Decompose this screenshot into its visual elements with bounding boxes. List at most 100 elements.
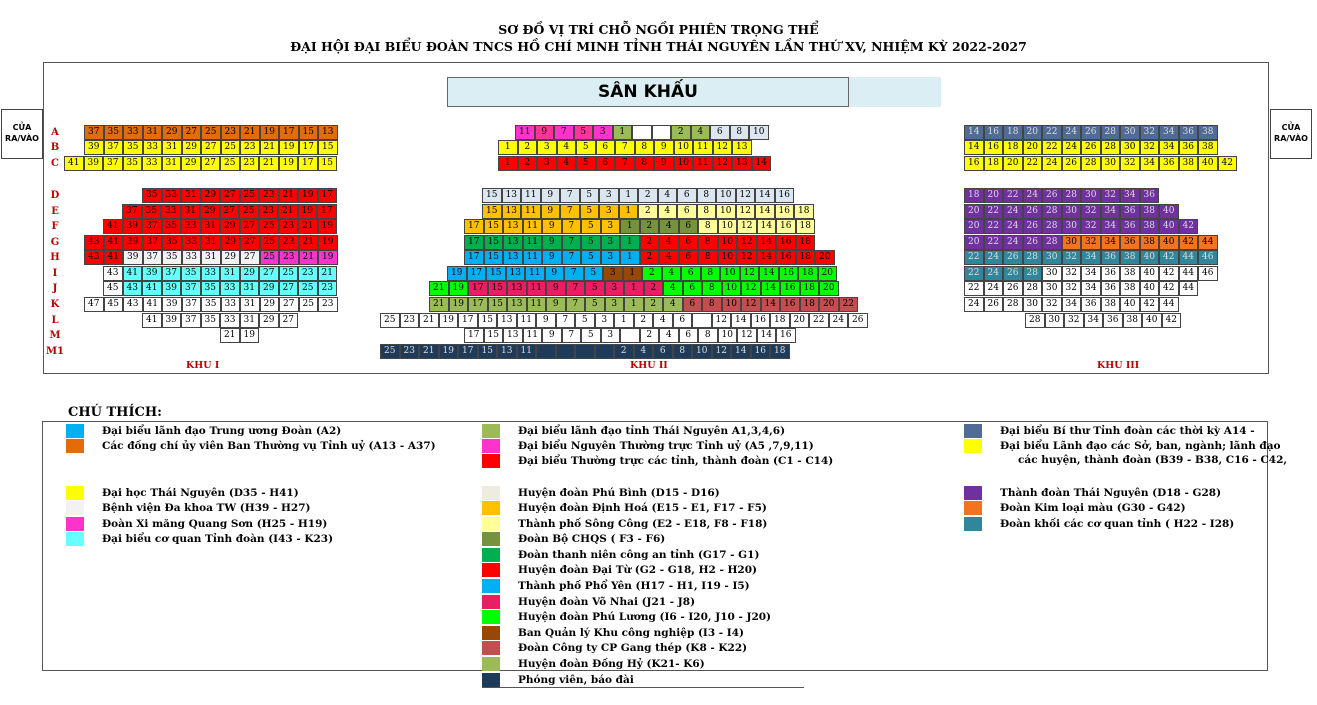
seat[interactable]: 23 bbox=[278, 219, 298, 234]
seat[interactable]: 16 bbox=[750, 313, 770, 328]
seat[interactable]: 20 bbox=[815, 250, 835, 265]
seat[interactable]: 40 bbox=[1139, 266, 1159, 281]
seat[interactable]: 18 bbox=[770, 313, 790, 328]
seat[interactable]: 7 bbox=[561, 250, 581, 265]
seat[interactable]: 30 bbox=[1042, 250, 1062, 265]
seat[interactable]: 25 bbox=[278, 266, 298, 281]
seat[interactable]: 10 bbox=[721, 297, 741, 312]
seat[interactable]: 5 bbox=[581, 219, 601, 234]
seat[interactable]: 25 bbox=[298, 281, 318, 296]
seat[interactable]: 21 bbox=[317, 266, 337, 281]
seat[interactable]: 1 bbox=[498, 156, 518, 171]
seat[interactable]: 16 bbox=[778, 266, 798, 281]
seat[interactable]: 35 bbox=[123, 140, 143, 155]
seat[interactable]: 37 bbox=[103, 140, 123, 155]
seat[interactable]: 32 bbox=[1081, 235, 1101, 250]
seat[interactable]: 18 bbox=[799, 281, 819, 296]
seat[interactable]: 1 bbox=[612, 125, 632, 140]
seat[interactable]: 7 bbox=[615, 156, 635, 171]
seat[interactable]: 33 bbox=[181, 219, 201, 234]
seat[interactable]: 38 bbox=[1139, 219, 1159, 234]
seat[interactable]: 29 bbox=[259, 281, 279, 296]
seat[interactable]: 13 bbox=[501, 204, 521, 219]
seat[interactable]: 40 bbox=[1120, 297, 1140, 312]
seat[interactable]: 36 bbox=[1081, 297, 1101, 312]
seat[interactable]: 26 bbox=[1022, 204, 1042, 219]
seat[interactable]: 26 bbox=[1081, 140, 1101, 155]
seat[interactable]: 1 bbox=[620, 250, 640, 265]
seat[interactable]: 12 bbox=[737, 250, 757, 265]
seat[interactable]: 29 bbox=[259, 297, 279, 312]
seat[interactable]: 31 bbox=[181, 188, 201, 203]
seat[interactable]: 4 bbox=[657, 204, 677, 219]
seat[interactable]: 30 bbox=[1061, 204, 1081, 219]
seat[interactable]: 18 bbox=[964, 188, 984, 203]
seat[interactable]: 14 bbox=[756, 219, 776, 234]
seat[interactable]: 22 bbox=[983, 204, 1003, 219]
seat[interactable]: 31 bbox=[142, 125, 162, 140]
seat[interactable]: 13 bbox=[497, 313, 517, 328]
seat[interactable]: 19 bbox=[448, 297, 468, 312]
seat[interactable]: 10 bbox=[720, 266, 740, 281]
seat[interactable]: 20 bbox=[819, 297, 839, 312]
seat[interactable]: 34 bbox=[1139, 156, 1159, 171]
seat[interactable]: 11 bbox=[525, 266, 545, 281]
seat[interactable]: 6 bbox=[653, 344, 673, 359]
seat[interactable]: 10 bbox=[692, 344, 712, 359]
seat[interactable]: 25 bbox=[298, 297, 318, 312]
seat[interactable]: 33 bbox=[142, 140, 162, 155]
seat[interactable]: 2 bbox=[643, 297, 663, 312]
seat[interactable]: 37 bbox=[84, 125, 104, 140]
seat[interactable]: 42 bbox=[1159, 266, 1179, 281]
seat[interactable]: 16 bbox=[776, 328, 796, 343]
seat[interactable]: 22 bbox=[964, 281, 984, 296]
seat[interactable]: 25 bbox=[259, 235, 279, 250]
seat[interactable]: 20 bbox=[817, 266, 837, 281]
seat[interactable]: 15 bbox=[318, 140, 338, 155]
seat[interactable]: 26 bbox=[983, 297, 1003, 312]
seat[interactable]: 19 bbox=[438, 344, 458, 359]
seat[interactable]: 25 bbox=[201, 125, 221, 140]
seat[interactable]: 20 bbox=[789, 313, 809, 328]
seat[interactable]: 24 bbox=[983, 250, 1003, 265]
seat[interactable]: 30 bbox=[1081, 188, 1101, 203]
seat[interactable] bbox=[651, 125, 671, 140]
seat[interactable]: 27 bbox=[240, 250, 260, 265]
seat[interactable]: 4 bbox=[653, 313, 673, 328]
seat[interactable]: 3 bbox=[600, 235, 620, 250]
seat[interactable]: 5 bbox=[581, 328, 601, 343]
seat[interactable]: 26 bbox=[1022, 235, 1042, 250]
seat[interactable]: 8 bbox=[698, 219, 718, 234]
seat[interactable]: 1 bbox=[620, 235, 640, 250]
seat[interactable]: 11 bbox=[521, 188, 541, 203]
seat[interactable]: 1 bbox=[620, 219, 640, 234]
seat[interactable]: 13 bbox=[507, 281, 527, 296]
seat[interactable]: 41 bbox=[103, 235, 123, 250]
seat[interactable]: 27 bbox=[278, 281, 298, 296]
seat[interactable]: 11 bbox=[521, 204, 541, 219]
seat[interactable]: 12 bbox=[737, 328, 757, 343]
seat[interactable]: 41 bbox=[142, 313, 162, 328]
seat[interactable]: 19 bbox=[318, 235, 338, 250]
seat[interactable]: 27 bbox=[278, 313, 298, 328]
seat[interactable]: 22 bbox=[1042, 140, 1062, 155]
seat[interactable]: 5 bbox=[575, 313, 595, 328]
seat[interactable]: 18 bbox=[770, 344, 790, 359]
seat[interactable]: 11 bbox=[693, 140, 713, 155]
seat[interactable]: 2 bbox=[638, 188, 658, 203]
seat[interactable]: 6 bbox=[678, 235, 698, 250]
seat[interactable]: 36 bbox=[1120, 235, 1140, 250]
seat[interactable]: 6 bbox=[677, 188, 697, 203]
seat[interactable]: 24 bbox=[1003, 204, 1023, 219]
seat[interactable]: 23 bbox=[399, 344, 419, 359]
seat[interactable]: 21 bbox=[240, 125, 260, 140]
seat[interactable]: 41 bbox=[142, 281, 162, 296]
seat[interactable]: 28 bbox=[1022, 250, 1042, 265]
seat[interactable]: 29 bbox=[220, 235, 240, 250]
seat[interactable]: 2 bbox=[643, 281, 663, 296]
seat[interactable]: 35 bbox=[162, 250, 182, 265]
seat[interactable]: 17 bbox=[468, 297, 488, 312]
seat[interactable]: 31 bbox=[201, 250, 221, 265]
seat[interactable]: 24 bbox=[828, 313, 848, 328]
seat[interactable]: 11 bbox=[515, 125, 535, 140]
